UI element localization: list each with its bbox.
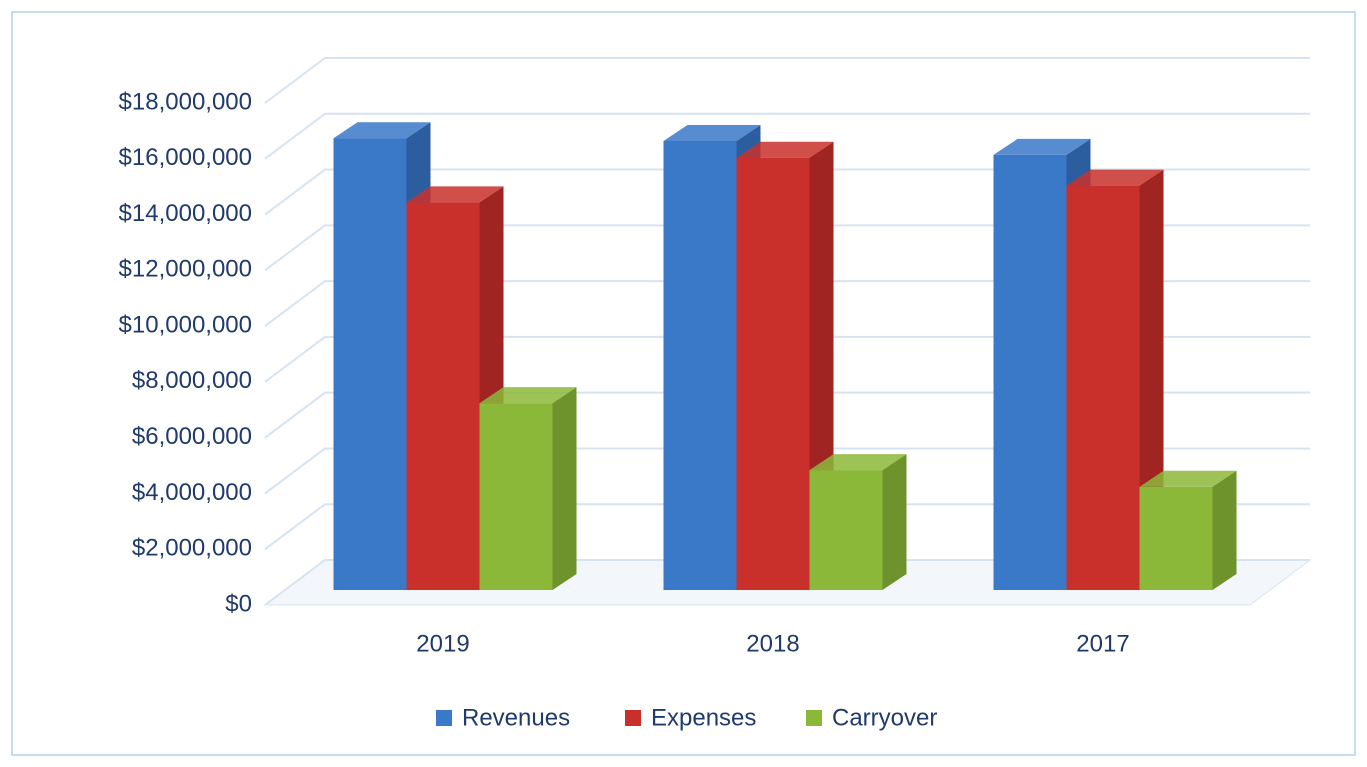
bar [663, 140, 737, 590]
y-tick-label: $10,000,000 [119, 311, 252, 338]
x-tick-label: 2019 [416, 630, 469, 657]
legend-label: Carryover [832, 704, 937, 731]
bar [479, 403, 553, 590]
bar [993, 154, 1067, 590]
x-tick-label: 2017 [1076, 630, 1129, 657]
bar-top [406, 186, 504, 203]
bar [1139, 486, 1213, 590]
bar-top [993, 138, 1091, 155]
y-tick-label: $12,000,000 [119, 256, 252, 283]
bar-top [333, 122, 431, 139]
bar [736, 157, 810, 590]
bar-top [809, 454, 907, 471]
bar-side [1212, 470, 1237, 590]
bar-top [479, 387, 577, 404]
bar-top [1066, 169, 1164, 186]
legend-label: Expenses [651, 704, 756, 731]
bar [809, 470, 883, 590]
bar [1066, 185, 1140, 590]
grid-line [264, 447, 1310, 495]
bar-top [663, 124, 761, 141]
legend-swatch [625, 710, 641, 726]
y-tick-label: $16,000,000 [119, 144, 252, 171]
y-tick-label: $6,000,000 [132, 423, 252, 450]
bar-side [552, 387, 577, 590]
bar-side [882, 454, 907, 590]
legend-swatch [806, 710, 822, 726]
legend-swatch [436, 710, 452, 726]
x-tick-label: 2018 [746, 630, 799, 657]
y-tick-label: $14,000,000 [119, 200, 252, 227]
y-tick-label: $18,000,000 [119, 88, 252, 115]
grid-line [264, 168, 1310, 216]
bar [406, 202, 480, 590]
grid-line [264, 503, 1310, 551]
legend-label: Revenues [462, 704, 570, 731]
bar-top [1139, 470, 1237, 487]
grid-line [264, 335, 1310, 383]
bar-top [736, 141, 834, 158]
grid-line [264, 112, 1310, 160]
y-tick-label: $4,000,000 [132, 479, 252, 506]
grid-line [264, 391, 1310, 439]
y-tick-label: $8,000,000 [132, 367, 252, 394]
grid-line [264, 57, 1310, 104]
grid-line [264, 224, 1310, 272]
grid-line [264, 559, 1310, 606]
grid-line [264, 280, 1310, 327]
bar [333, 138, 407, 590]
y-tick-label: $0 [225, 590, 252, 617]
y-tick-label: $2,000,000 [132, 535, 252, 562]
